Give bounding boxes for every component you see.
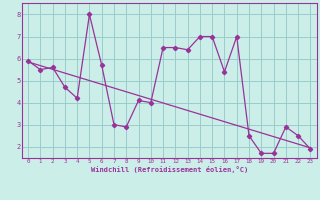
X-axis label: Windchill (Refroidissement éolien,°C): Windchill (Refroidissement éolien,°C) (91, 166, 248, 173)
